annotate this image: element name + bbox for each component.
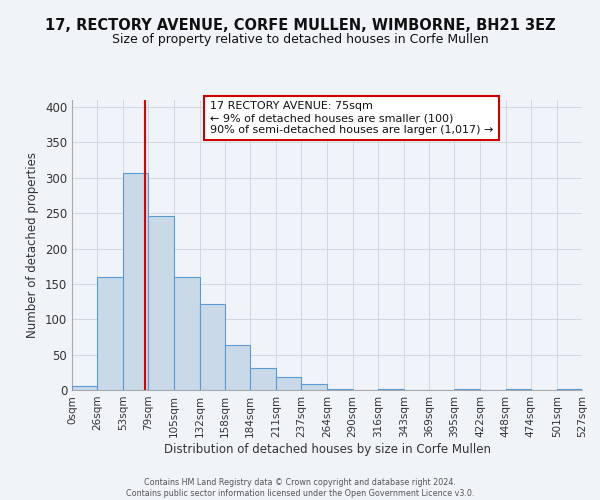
Bar	[301, 384, 328, 390]
Text: 17 RECTORY AVENUE: 75sqm
← 9% of detached houses are smaller (100)
90% of semi-d: 17 RECTORY AVENUE: 75sqm ← 9% of detache…	[210, 102, 493, 134]
Bar	[276, 378, 301, 390]
Bar	[173, 277, 200, 390]
Bar	[97, 277, 123, 390]
Text: 17, RECTORY AVENUE, CORFE MULLEN, WIMBORNE, BH21 3EZ: 17, RECTORY AVENUE, CORFE MULLEN, WIMBOR…	[44, 18, 556, 32]
Text: Contains HM Land Registry data © Crown copyright and database right 2024.
Contai: Contains HM Land Registry data © Crown c…	[126, 478, 474, 498]
X-axis label: Distribution of detached houses by size in Corfe Mullen: Distribution of detached houses by size …	[163, 442, 491, 456]
Bar	[250, 368, 276, 390]
Text: Size of property relative to detached houses in Corfe Mullen: Size of property relative to detached ho…	[112, 32, 488, 46]
Bar	[72, 386, 97, 390]
Y-axis label: Number of detached properties: Number of detached properties	[26, 152, 40, 338]
Bar	[148, 216, 173, 390]
Bar	[200, 304, 225, 390]
Bar	[123, 173, 148, 390]
Bar	[225, 344, 250, 390]
